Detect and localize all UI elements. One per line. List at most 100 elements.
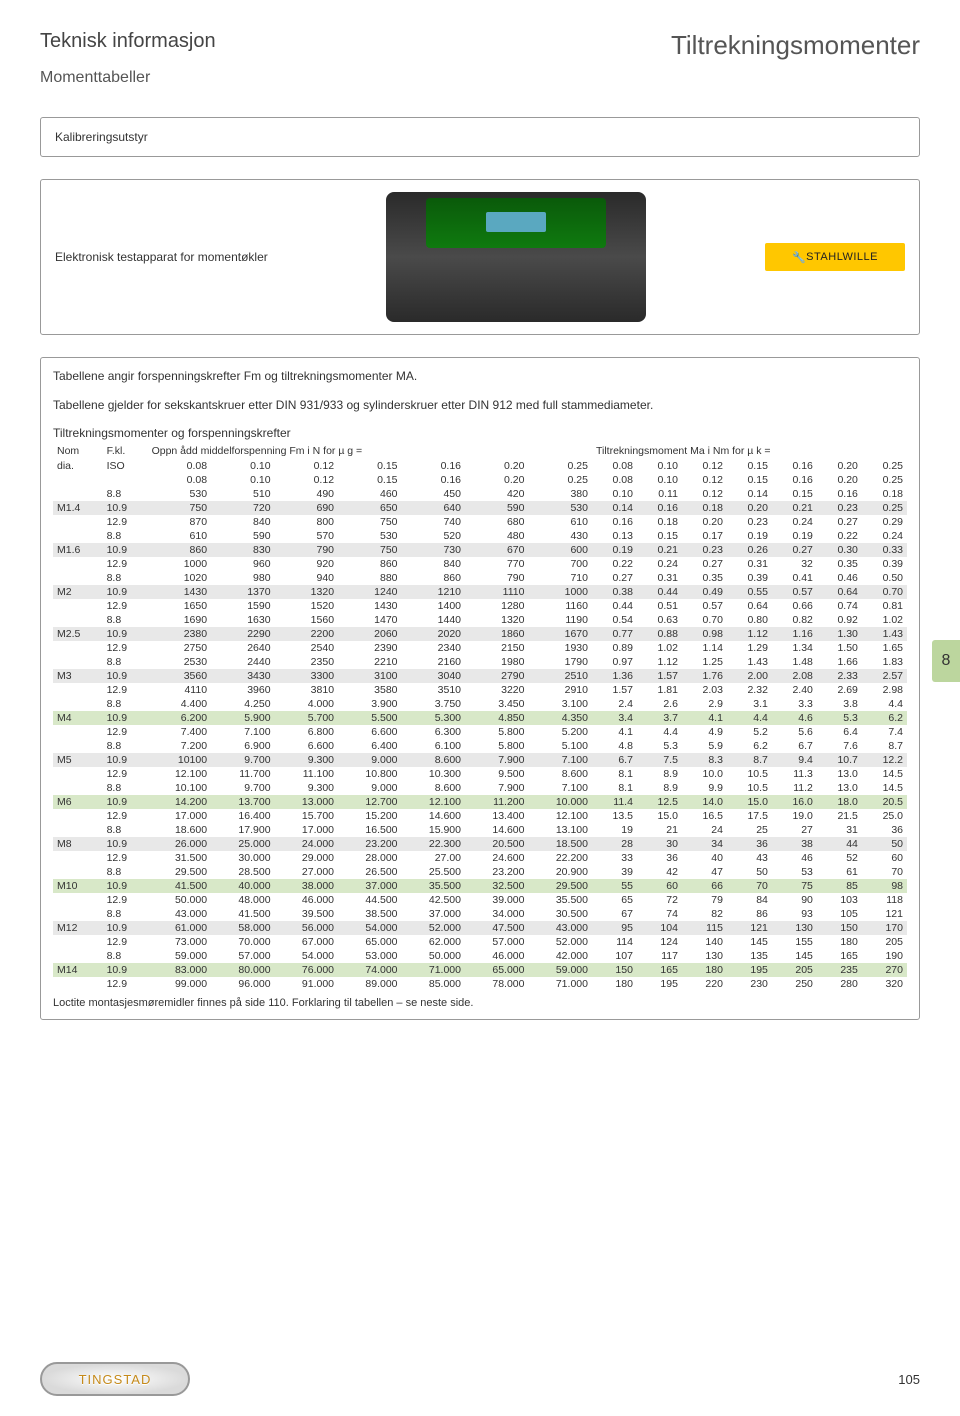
thread-size	[53, 487, 103, 501]
fm-value: 460	[338, 487, 401, 501]
thread-size: M1.4	[53, 501, 103, 515]
ma-value: 18.0	[817, 795, 862, 809]
ma-value: 4.1	[592, 725, 637, 739]
fm-value: 5.800	[465, 725, 528, 739]
ma-value: 44	[817, 837, 862, 851]
ma-value: 16.0	[772, 795, 817, 809]
fm-value: 6.300	[402, 725, 465, 739]
fm-value: 35.500	[402, 879, 465, 893]
ma-value: 320	[862, 977, 907, 991]
ma-value: 0.51	[637, 599, 682, 613]
fm-value: 3560	[148, 669, 211, 683]
ma-value: 25	[727, 823, 772, 837]
ma-value: 2.03	[682, 683, 727, 697]
col2-b: ISO	[103, 459, 148, 473]
mu-left-repeat: 0.15	[338, 473, 401, 487]
table-row: 12.999.00096.00091.00089.00085.00078.000…	[53, 977, 907, 991]
iso-class: 12.9	[103, 641, 148, 655]
calibration-label: Kalibreringsutstyr	[55, 130, 905, 144]
iso-class: 12.9	[103, 515, 148, 529]
fm-value: 11.200	[465, 795, 528, 809]
mu-right-header: 0.08	[592, 459, 637, 473]
ma-value: 11.2	[772, 781, 817, 795]
ma-value: 0.14	[592, 501, 637, 515]
fm-value: 1320	[275, 585, 338, 599]
fm-value: 1520	[275, 599, 338, 613]
ma-value: 16.5	[682, 809, 727, 823]
fm-value: 5.100	[528, 739, 591, 753]
fm-value: 17.000	[275, 823, 338, 837]
ma-value: 28	[592, 837, 637, 851]
fm-value: 56.000	[275, 921, 338, 935]
iso-class: 12.9	[103, 977, 148, 991]
ma-value: 11.3	[772, 767, 817, 781]
ma-value: 10.0	[682, 767, 727, 781]
ma-value: 0.38	[592, 585, 637, 599]
ma-value: 0.50	[862, 571, 907, 585]
ma-value: 12.2	[862, 753, 907, 767]
ma-value: 107	[592, 949, 637, 963]
ma-value: 0.41	[772, 571, 817, 585]
table-row: 8.810209809408808607907100.270.310.350.3…	[53, 571, 907, 585]
fm-value: 1000	[528, 585, 591, 599]
table-row: M410.96.2005.9005.7005.5005.3004.8504.35…	[53, 711, 907, 725]
ma-value: 6.2	[727, 739, 772, 753]
thread-size	[53, 865, 103, 879]
fm-value: 12.700	[338, 795, 401, 809]
thread-size	[53, 935, 103, 949]
fm-value: 46.000	[275, 893, 338, 907]
table-row: 12.917.00016.40015.70015.20014.60013.400…	[53, 809, 907, 823]
ma-value: 0.66	[772, 599, 817, 613]
fm-value: 1690	[148, 613, 211, 627]
footer-logo: TINGSTAD	[40, 1362, 190, 1396]
fm-value: 8.600	[402, 781, 465, 795]
ma-value: 75	[772, 879, 817, 893]
fm-value: 1320	[465, 613, 528, 627]
fm-value: 4.000	[275, 697, 338, 711]
ma-value: 0.23	[727, 515, 772, 529]
fm-value: 8.600	[528, 767, 591, 781]
fm-value: 1110	[465, 585, 528, 599]
fm-value: 1670	[528, 627, 591, 641]
ma-value: 21.5	[817, 809, 862, 823]
table-row: 12.912.10011.70011.10010.80010.3009.5008…	[53, 767, 907, 781]
ma-value: 6.7	[772, 739, 817, 753]
fm-value: 3960	[211, 683, 274, 697]
ma-value: 180	[592, 977, 637, 991]
thread-size	[53, 739, 103, 753]
iso-class: 10.9	[103, 837, 148, 851]
fm-value: 670	[465, 543, 528, 557]
ma-value: 2.98	[862, 683, 907, 697]
table-row: M510.9101009.7009.3009.0008.6007.9007.10…	[53, 753, 907, 767]
ma-value: 0.19	[592, 543, 637, 557]
fm-value: 29.000	[275, 851, 338, 865]
table-row: M310.935603430330031003040279025101.361.…	[53, 669, 907, 683]
ma-value: 0.12	[682, 487, 727, 501]
ma-value: 0.80	[727, 613, 772, 627]
fm-value: 3300	[275, 669, 338, 683]
iso-class: 10.9	[103, 585, 148, 599]
table-subhead: Tiltrekningsmomenter og forspenningskref…	[53, 426, 907, 440]
span-left: Oppn ådd middelforspenning Fm i N for µ …	[148, 444, 592, 459]
fm-value: 3.750	[402, 697, 465, 711]
ma-value: 4.6	[772, 711, 817, 725]
ma-value: 0.44	[592, 599, 637, 613]
fm-value: 3510	[402, 683, 465, 697]
intro-line-1: Tabellene angir forspenningskrefter Fm o…	[53, 368, 907, 385]
iso-class: 10.9	[103, 627, 148, 641]
ma-value: 1.83	[862, 655, 907, 669]
iso-class: 10.9	[103, 963, 148, 977]
left-header: Teknisk informasjon	[40, 30, 216, 53]
table-row: 8.816901630156014701440132011900.540.630…	[53, 613, 907, 627]
ma-value: 12.5	[637, 795, 682, 809]
thread-size: M6	[53, 795, 103, 809]
ma-value: 0.98	[682, 627, 727, 641]
mu-right-repeat: 0.16	[772, 473, 817, 487]
ma-value: 55	[592, 879, 637, 893]
thread-size	[53, 809, 103, 823]
ma-value: 0.19	[727, 529, 772, 543]
ma-value: 205	[772, 963, 817, 977]
fm-value: 78.000	[465, 977, 528, 991]
page-section-tab: 8	[932, 640, 960, 682]
ma-value: 1.81	[637, 683, 682, 697]
